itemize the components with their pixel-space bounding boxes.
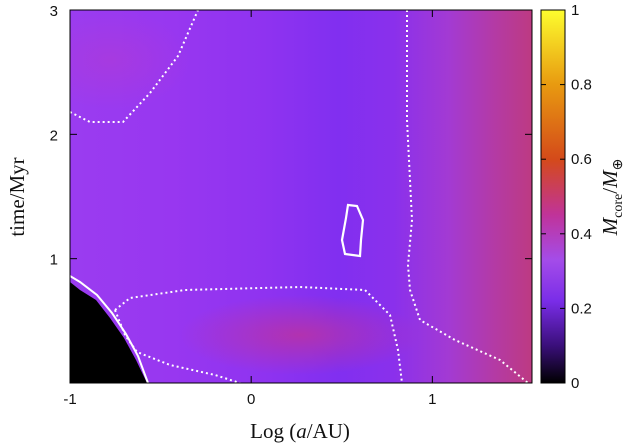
y-tick-label: 3 [50, 3, 58, 20]
colorbar-title: Mcore/M⊕ [598, 159, 625, 237]
contour-bottom-closed [114, 285, 403, 383]
colorbar-tick-label: 0.6 [571, 151, 592, 168]
y-axis: 1 2 3 [50, 3, 532, 269]
contour-boundary-solid [70, 275, 149, 383]
colorbar-tick-label: 1 [571, 2, 579, 19]
x-tick-label: 1 [428, 391, 436, 408]
contour-bottom-left-inner [114, 309, 241, 383]
x-axis-title: Log (a/AU) [250, 419, 350, 443]
colorbar-tick-label: 0.4 [571, 226, 592, 243]
contour-right [406, 10, 529, 383]
contour-top-left [70, 10, 199, 123]
x-axis: -1 0 1 [63, 10, 437, 408]
y-tick-label: 1 [50, 252, 58, 269]
colorbar-tick-label: 0 [571, 375, 579, 392]
colorbar-axis: 0 0.2 0.4 0.6 0.8 1 [541, 2, 592, 392]
y-axis-title: time/Myr [5, 157, 29, 236]
heatmap-high-region-bottom [180, 295, 420, 375]
colorbar [540, 9, 566, 384]
x-tick-label: -1 [63, 391, 76, 408]
zero-core-region [70, 282, 147, 383]
colorbar-tick-label: 0.2 [571, 300, 592, 317]
y-tick-label: 2 [50, 127, 58, 144]
colorbar-tick-label: 0.8 [571, 77, 592, 94]
plot-area [70, 10, 532, 383]
plot-frame [69, 9, 533, 384]
x-tick-label: 0 [247, 391, 255, 408]
contour-island [340, 203, 365, 258]
heatmap-high-region-top-left [70, 10, 190, 110]
